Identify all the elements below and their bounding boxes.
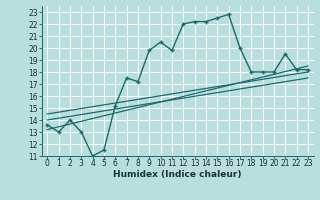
X-axis label: Humidex (Indice chaleur): Humidex (Indice chaleur)	[113, 170, 242, 179]
